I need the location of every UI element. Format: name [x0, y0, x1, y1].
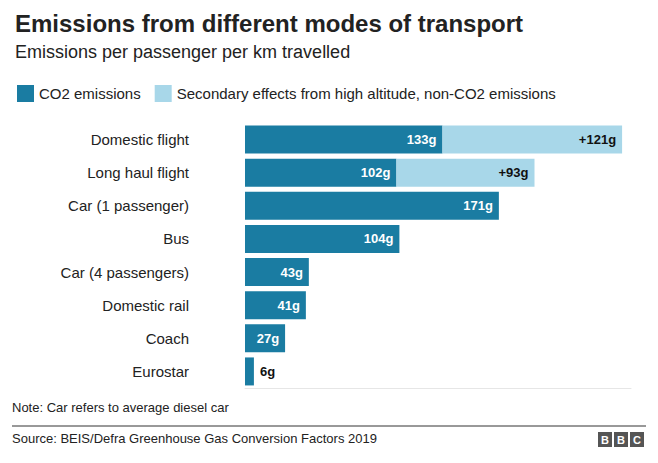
svg-text:133g: 133g [407, 132, 437, 147]
svg-text:Long haul flight: Long haul flight [87, 164, 190, 181]
svg-text:CO2 emissions: CO2 emissions [39, 85, 141, 102]
svg-text:27g: 27g [257, 331, 279, 346]
svg-text:Domestic rail: Domestic rail [102, 297, 189, 314]
svg-text:171g: 171g [463, 198, 493, 213]
svg-text:104g: 104g [364, 231, 394, 246]
svg-text:B: B [617, 434, 625, 446]
svg-text:B: B [601, 434, 609, 446]
svg-text:Car (4 passengers): Car (4 passengers) [61, 264, 189, 281]
svg-text:Domestic flight: Domestic flight [91, 131, 190, 148]
svg-text:Emissions per passenger per km: Emissions per passenger per km travelled [15, 42, 350, 62]
svg-text:Coach: Coach [146, 330, 189, 347]
svg-text:+93g: +93g [499, 165, 529, 180]
svg-text:43g: 43g [280, 265, 302, 280]
svg-text:Source: BEIS/Defra Greenhouse: Source: BEIS/Defra Greenhouse Gas Conver… [12, 431, 377, 446]
svg-text:C: C [633, 434, 641, 446]
svg-text:Eurostar: Eurostar [132, 363, 189, 380]
svg-text:+121g: +121g [579, 132, 616, 147]
svg-text:Emissions from different modes: Emissions from different modes of transp… [15, 10, 523, 37]
svg-text:102g: 102g [361, 165, 391, 180]
svg-text:Note: Car refers to average di: Note: Car refers to average diesel car [12, 400, 229, 415]
svg-text:Bus: Bus [163, 230, 189, 247]
svg-text:Secondary effects from high al: Secondary effects from high altitude, no… [177, 85, 556, 102]
svg-text:Car (1 passenger): Car (1 passenger) [68, 197, 189, 214]
svg-text:6g: 6g [260, 364, 275, 379]
svg-text:41g: 41g [277, 298, 299, 313]
